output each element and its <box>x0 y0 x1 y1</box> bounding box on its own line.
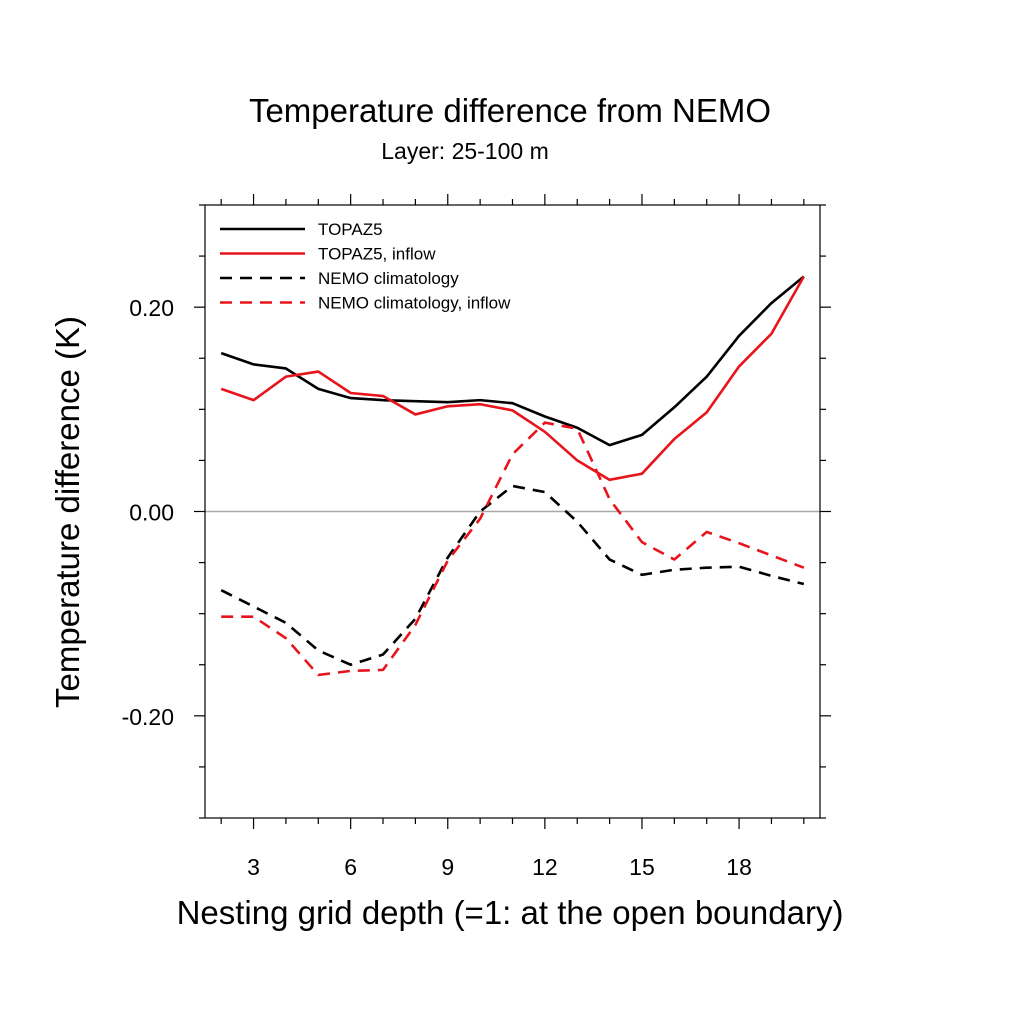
legend-label: NEMO climatology, inflow <box>318 294 511 313</box>
x-tick-label: 12 <box>532 854 558 880</box>
y-axis-label: Temperature difference (K) <box>49 316 86 708</box>
series-line-topaz5-inflow <box>220 275 805 482</box>
y-tick-label: 0.20 <box>129 295 174 321</box>
y-tick-labels: -0.20 0.00 0.20 <box>122 295 174 730</box>
x-tick-label: 9 <box>441 854 454 880</box>
x-tick-label: 18 <box>726 854 752 880</box>
x-tick-label: 3 <box>247 854 260 880</box>
x-tick-labels: 3 6 9 12 15 18 <box>247 854 752 880</box>
legend-label: NEMO climatology <box>318 269 459 288</box>
series-line-nemo-climatology <box>220 484 805 667</box>
legend: TOPAZ5 TOPAZ5, inflow NEMO climatology NEMO… <box>220 220 511 313</box>
y-tick-label: 0.00 <box>129 500 174 526</box>
y-tick-label: -0.20 <box>122 704 174 730</box>
chart-subtitle: Layer: 25-100 m <box>381 138 548 164</box>
x-axis-label: Nesting grid depth (=1: at the open boun… <box>177 894 844 931</box>
series-lines <box>220 275 805 677</box>
series-line-topaz5 <box>220 275 805 447</box>
plot-area <box>194 194 831 829</box>
plot-frame <box>204 204 821 819</box>
legend-label: TOPAZ5, inflow <box>318 245 436 264</box>
chart-title: Temperature difference from NEMO <box>249 92 771 129</box>
x-tick-label: 15 <box>629 854 655 880</box>
legend-label: TOPAZ5 <box>318 220 383 239</box>
axis-ticks <box>194 194 831 829</box>
series-line-nemo-climatology-inflow <box>221 421 805 677</box>
x-tick-label: 6 <box>344 854 357 880</box>
